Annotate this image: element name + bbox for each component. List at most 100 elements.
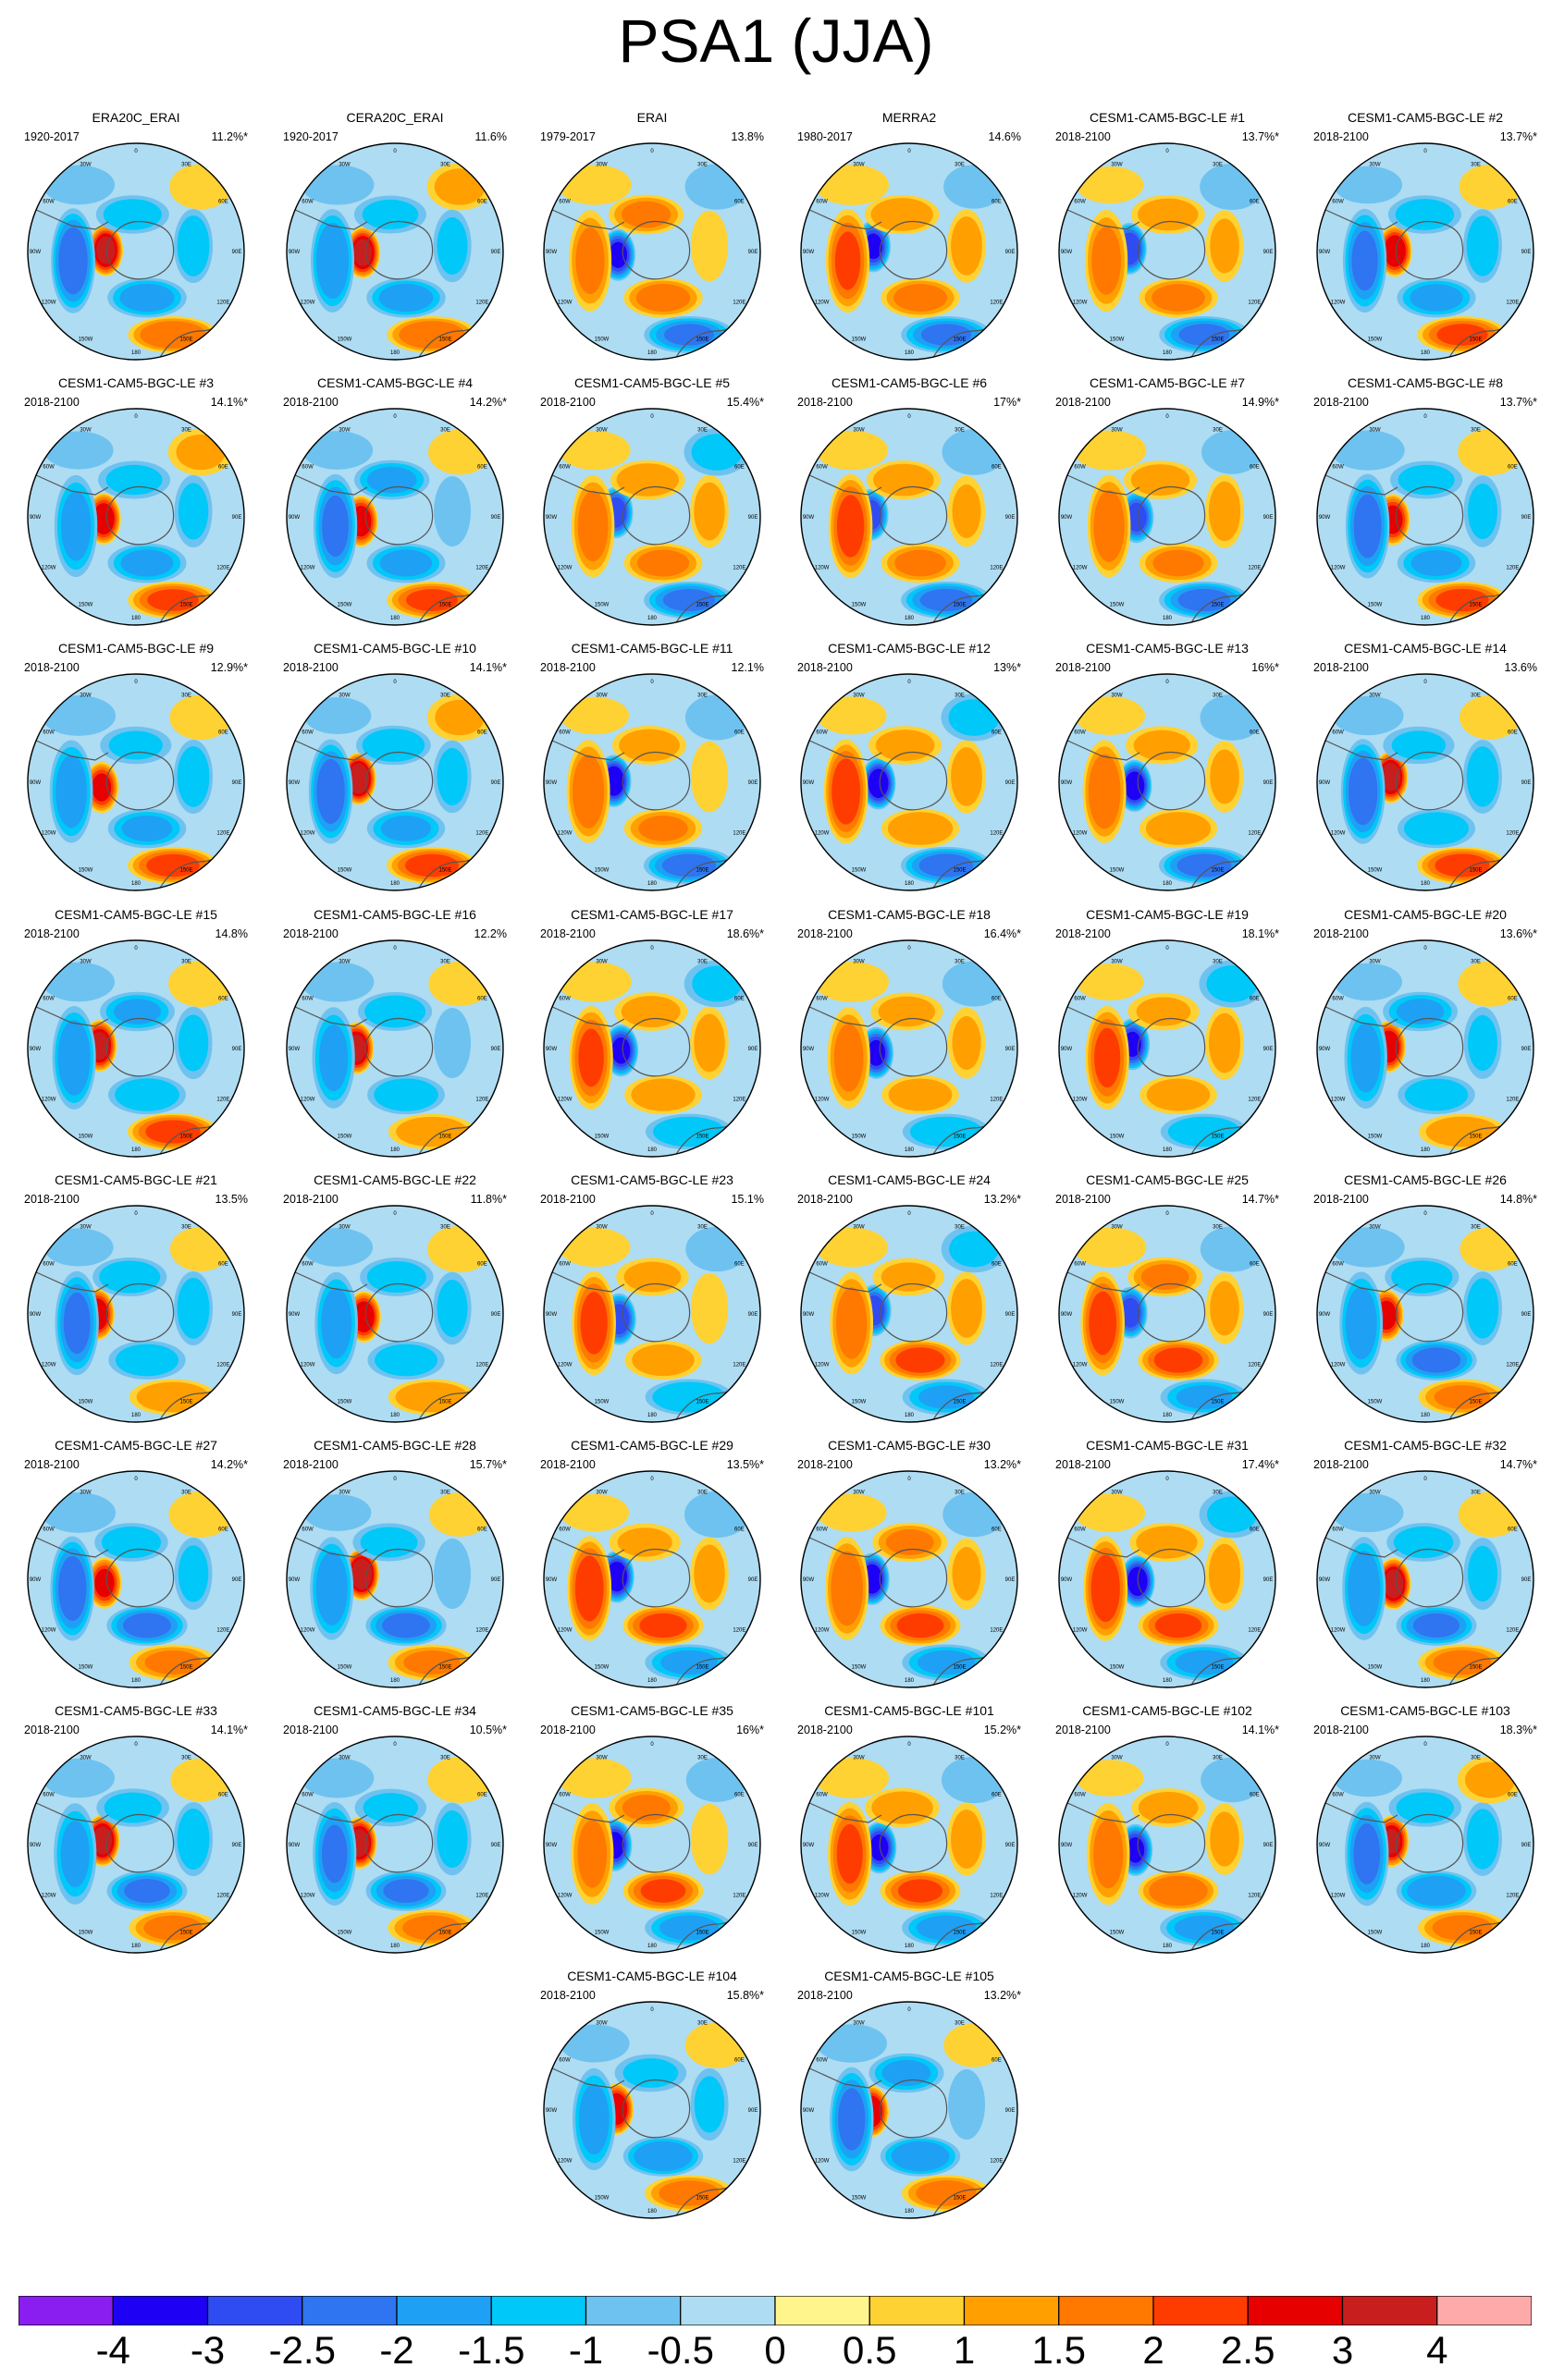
longitude-label: 150W [79, 337, 93, 342]
polar-stereographic-map: 0 30E 60E 90E 120E 150E 180 150W 120W 90W 60W 30W [543, 1205, 761, 1423]
longitude-label: 120E [733, 831, 745, 837]
map-panel: CESM1-CAM5-BGC-LE #19 2018-2100 18.1%* 0 30E… [1042, 906, 1292, 1171]
panel-explained-variance: 13.7%* [1241, 130, 1279, 143]
longitude-label: 120W [1331, 831, 1346, 837]
longitude-label: 30W [80, 1756, 92, 1761]
longitude-label: 60W [43, 730, 55, 736]
panel-title: CESM1-CAM5-BGC-LE #17 [571, 907, 733, 922]
longitude-label: 60E [1508, 997, 1518, 1002]
longitude-label: 180 [390, 1944, 400, 1949]
longitude-label: 180 [647, 1147, 658, 1153]
longitude-label: 120E [475, 1363, 488, 1368]
anomaly-field [1059, 143, 1275, 360]
longitude-label: 30E [1471, 960, 1481, 965]
longitude-label: 60E [1508, 1793, 1518, 1798]
longitude-label: 30E [697, 2021, 708, 2027]
panel-explained-variance: 14.7%* [1241, 1193, 1279, 1206]
longitude-label: 30W [339, 693, 351, 699]
panel-title: MERRA2 [881, 110, 937, 125]
map-panel: CESM1-CAM5-BGC-LE #27 2018-2100 14.2%* 0 30E… [11, 1437, 261, 1701]
panel-period: 2018-2100 [540, 661, 596, 674]
longitude-label: 30E [1471, 163, 1481, 168]
panel-explained-variance: 12.1% [731, 661, 764, 674]
longitude-label: 30W [853, 1225, 865, 1231]
panel-title: CESM1-CAM5-BGC-LE #30 [828, 1438, 991, 1453]
longitude-label: 150E [1469, 1664, 1482, 1670]
longitude-label: 60E [1250, 730, 1260, 736]
panel-explained-variance: 13.6%* [1499, 927, 1537, 940]
longitude-label: 120W [1073, 301, 1088, 306]
longitude-label: 90E [232, 1047, 242, 1052]
longitude-label: 30W [596, 693, 608, 699]
longitude-label: 30E [1471, 428, 1481, 434]
panel-title: CESM1-CAM5-BGC-LE #10 [314, 641, 476, 656]
longitude-label: 180 [647, 1944, 658, 1949]
panel-explained-variance: 12.2% [474, 927, 507, 940]
map-panel: CESM1-CAM5-BGC-LE #11 2018-2100 12.1% 0 30E 6… [527, 640, 777, 904]
longitude-label: 120W [42, 1628, 56, 1634]
longitude-label: 30W [339, 960, 351, 965]
longitude-label: 150W [79, 1399, 93, 1405]
polar-stereographic-map: 0 30E 60E 90E 120E 150E 180 150W 120W 90W 60W 30W [286, 1205, 504, 1423]
longitude-label: 0 [650, 946, 654, 951]
polar-stereographic-map: 0 30E 60E 90E 120E 150E 180 150W 120W 90W 60W 30W [1316, 1470, 1534, 1688]
colorbar-swatch [18, 2296, 114, 2325]
longitude-label: 30W [80, 428, 92, 434]
anomaly-field [28, 409, 244, 625]
longitude-label: 150E [1469, 1134, 1482, 1139]
longitude-label: 120E [216, 831, 229, 837]
panel-title: CESM1-CAM5-BGC-LE #31 [1086, 1438, 1249, 1453]
polar-stereographic-map: 0 30E 60E 90E 120E 150E 180 150W 120W 90W 60W 30W [543, 142, 761, 361]
longitude-label: 60W [816, 2058, 828, 2064]
longitude-label: 150W [595, 1930, 610, 1935]
longitude-label: 90W [803, 1577, 815, 1583]
longitude-label: 30W [339, 163, 351, 168]
polar-stereographic-map: 0 30E 60E 90E 120E 150E 180 150W 120W 90W 60W 30W [1316, 673, 1534, 891]
longitude-label: 30E [181, 1225, 191, 1231]
panel-explained-variance: 15.8%* [726, 1989, 764, 2002]
longitude-label: 120W [1073, 1363, 1088, 1368]
panel-title: CESM1-CAM5-BGC-LE #26 [1344, 1172, 1507, 1187]
longitude-label: 150E [438, 867, 451, 873]
longitude-label: 0 [393, 1742, 397, 1748]
polar-stereographic-map: 0 30E 60E 90E 120E 150E 180 150W 120W 90W 60W 30W [27, 1736, 245, 1954]
longitude-label: 180 [1163, 1944, 1173, 1949]
longitude-label: 90E [748, 1843, 758, 1848]
longitude-label: 90E [232, 1577, 242, 1583]
longitude-label: 120W [1073, 831, 1088, 837]
longitude-label: 90E [1005, 1843, 1016, 1848]
polar-stereographic-map: 0 30E 60E 90E 120E 150E 180 150W 120W 90W 60W 30W [800, 1470, 1018, 1688]
panel-explained-variance: 18.1%* [1241, 927, 1279, 940]
map-panel: CESM1-CAM5-BGC-LE #1 2018-2100 13.7%* 0 30E 6… [1042, 109, 1292, 374]
panel-title: CESM1-CAM5-BGC-LE #33 [55, 1703, 217, 1718]
longitude-label: 120W [301, 1363, 315, 1368]
longitude-label: 120W [815, 1628, 830, 1634]
longitude-label: 90W [546, 250, 558, 255]
longitude-label: 90W [30, 1312, 42, 1318]
panel-explained-variance: 14.7%* [1499, 1458, 1537, 1471]
polar-stereographic-map: 0 30E 60E 90E 120E 150E 180 150W 120W 90W 60W 30W [1316, 1205, 1534, 1423]
longitude-label: 180 [905, 350, 915, 356]
longitude-label: 0 [134, 1477, 138, 1482]
panel-explained-variance: 14.1%* [210, 1724, 248, 1736]
longitude-label: 30W [339, 1225, 351, 1231]
panel-period: 2018-2100 [283, 661, 339, 674]
longitude-label: 150E [953, 2195, 966, 2201]
longitude-label: 150E [696, 867, 708, 873]
panel-explained-variance: 15.4%* [726, 396, 764, 409]
polar-stereographic-map: 0 30E 60E 90E 120E 150E 180 150W 120W 90W 60W 30W [543, 673, 761, 891]
longitude-label: 60W [816, 200, 828, 205]
anomaly-field [28, 1206, 244, 1422]
longitude-label: 30E [181, 1756, 191, 1761]
longitude-label: 150E [1469, 602, 1482, 607]
longitude-label: 30W [1111, 960, 1123, 965]
longitude-label: 120E [475, 1098, 488, 1103]
longitude-label: 90W [289, 1843, 301, 1848]
longitude-label: 30E [1213, 163, 1223, 168]
panel-period: 2018-2100 [283, 396, 339, 409]
longitude-label: 120E [1248, 1363, 1261, 1368]
longitude-label: 90W [546, 515, 558, 521]
longitude-label: 150W [1368, 602, 1383, 607]
longitude-label: 120W [301, 1894, 315, 1899]
longitude-label: 120E [216, 1098, 229, 1103]
